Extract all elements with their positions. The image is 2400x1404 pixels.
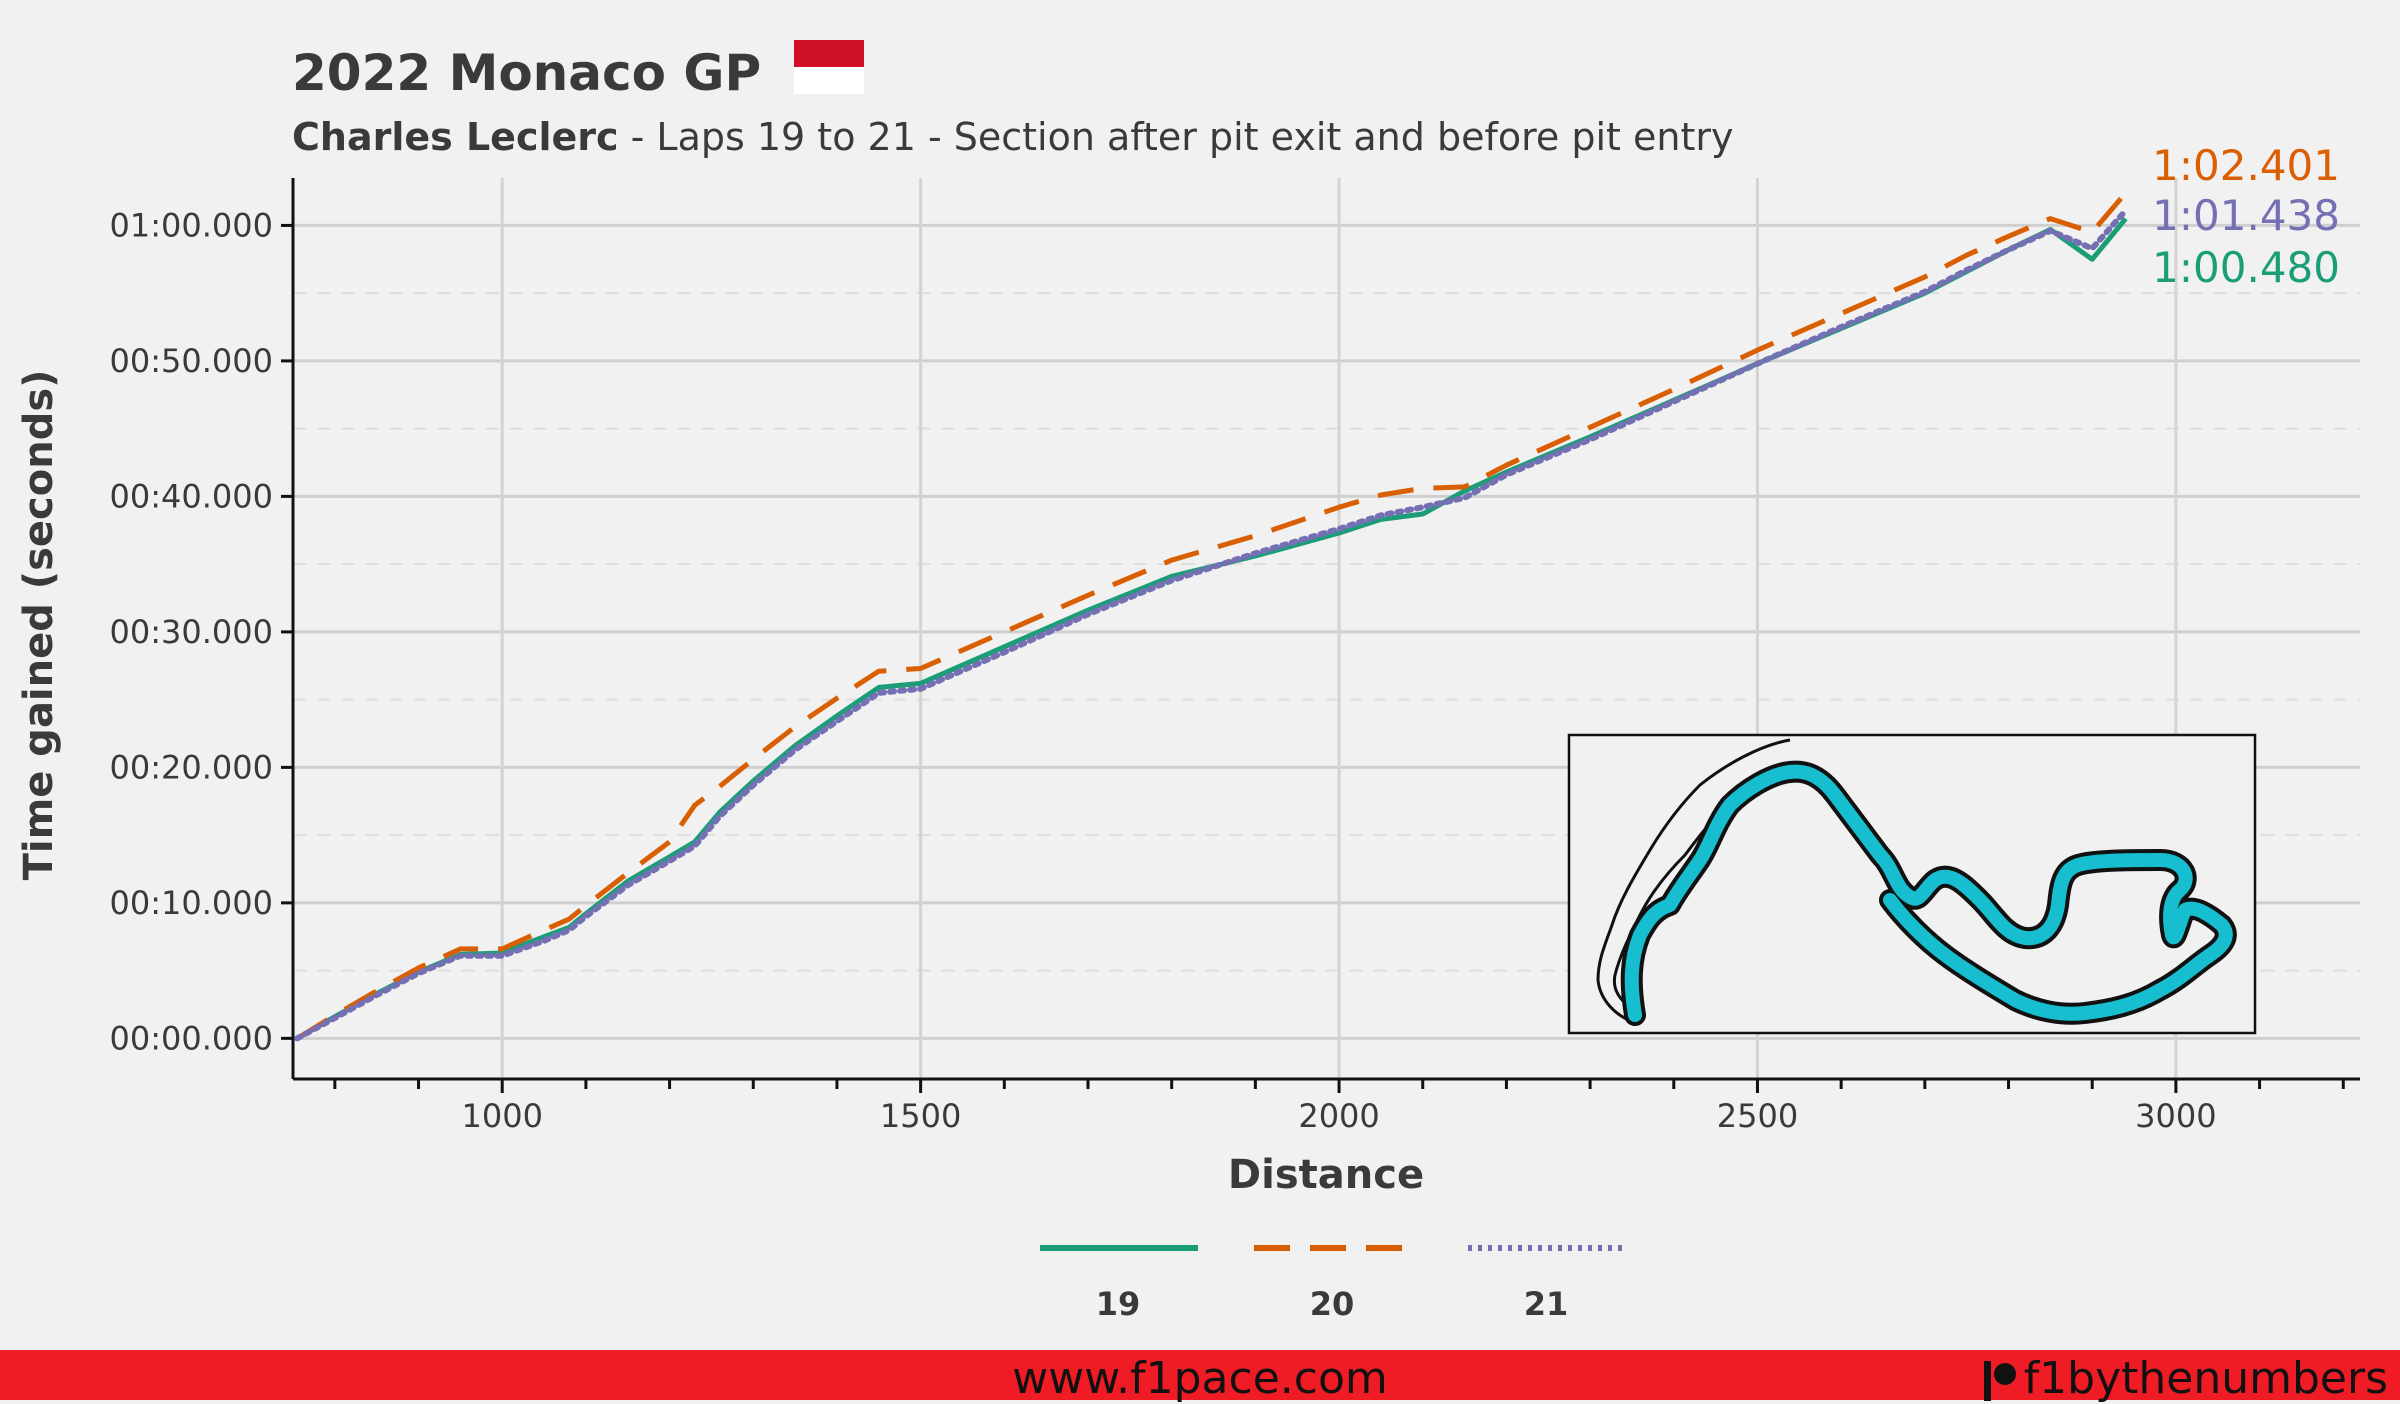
series (294, 191, 2129, 1042)
y-tick-label: 01:00.000 (110, 206, 273, 244)
x-tick-label: 1500 (880, 1097, 961, 1135)
y-tick-label: 00:40.000 (110, 477, 273, 515)
y-tick-label: 00:00.000 (110, 1019, 273, 1057)
subtitle-driver: Charles Leclerc (292, 115, 619, 159)
y-tick-label: 00:10.000 (110, 884, 273, 922)
x-axis-title: Distance (1228, 1152, 1424, 1198)
footer-bar: www.f1pace.com f1bythenumbers (0, 1350, 2400, 1404)
legend: 19 20 21 (1040, 1245, 1626, 1323)
chart-subtitle: Charles Leclerc - Laps 19 to 21 - Sectio… (292, 115, 1733, 159)
end-label-21: 1:01.438 (2152, 191, 2340, 240)
chart-title-text: 2022 Monaco GP (292, 44, 762, 102)
track-map-section-fill (1624, 764, 2233, 1022)
end-label-20: 1:02.401 (2152, 141, 2340, 190)
y-tick-label: 00:30.000 (110, 613, 273, 651)
end-label-19: 1:00.480 (2152, 243, 2340, 292)
patreon-icon (1983, 1359, 2016, 1401)
y-tick-label: 00:20.000 (110, 748, 273, 786)
monaco-flag-icon (794, 40, 864, 94)
track-map-frame (1567, 733, 2257, 1035)
footer-url[interactable]: www.f1pace.com (1012, 1353, 1388, 1404)
axes (291, 178, 2360, 1081)
footer-brand: f1bythenumbers (1983, 1353, 2388, 1404)
y-axis-title: Time gained (seconds) (16, 370, 62, 881)
x-tick-label: 3000 (2135, 1097, 2216, 1135)
legend-label-20: 20 (1310, 1285, 1355, 1323)
series-line-21 (294, 207, 2129, 1042)
x-ticks: 1000 1500 2000 2500 3000 (333, 1079, 2345, 1135)
chart: 00:00.000 00:10.000 00:20.000 00:30.000 00:4… (16, 141, 2360, 1323)
x-tick-label: 1000 (461, 1097, 542, 1135)
y-tick-label: 00:50.000 (110, 342, 273, 380)
y-ticks: 00:00.000 00:10.000 00:20.000 00:30.000 00:4… (110, 206, 293, 1057)
footer-brand-text: f1bythenumbers (2023, 1353, 2388, 1404)
x-tick-label: 2000 (1298, 1097, 1379, 1135)
x-tick-label: 2500 (1717, 1097, 1798, 1135)
chart-title: 2022 Monaco GP (292, 44, 761, 102)
legend-label-19: 19 (1096, 1285, 1141, 1323)
track-map (1567, 733, 2257, 1035)
legend-label-21: 21 (1524, 1285, 1569, 1323)
subtitle-details: - Laps 19 to 21 - Section after pit exit… (618, 115, 1734, 159)
